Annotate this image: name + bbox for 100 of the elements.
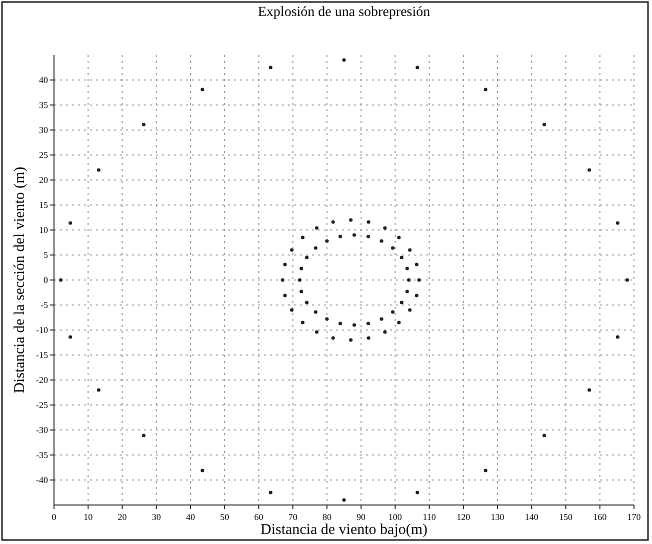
x-tick-label: 60 [254,512,264,522]
point [314,246,318,250]
point [290,248,294,252]
point [397,320,401,324]
x-axis-title: Distancia de viento bajo(m) [260,522,428,538]
point [300,320,305,324]
y-tick-label: 35 [39,100,48,110]
x-tick-label: 140 [524,512,539,522]
y-tick-label: -20 [36,375,48,385]
point [542,122,546,126]
point [366,336,370,340]
point [342,58,346,62]
y-tick-label: -40 [36,475,48,485]
point [268,66,272,70]
point [96,168,100,172]
point [390,246,395,250]
point [366,220,370,224]
x-tick-label: 0 [52,512,57,522]
y-tick-label: 20 [39,175,48,185]
point [414,262,418,266]
point [142,122,146,126]
y-tick-label: -5 [40,300,48,310]
point [314,310,318,314]
point [405,266,409,270]
y-axis-title: Distancia de la sección del viento (m) [12,166,28,394]
point [142,434,146,438]
point [290,308,294,312]
point [380,239,384,243]
x-tick-label: 170 [627,512,642,522]
point [325,317,329,321]
x-tick-label: 150 [559,512,574,522]
point [408,248,412,252]
point [390,310,395,314]
point [338,322,342,326]
point [416,66,420,70]
y-tick-label: -10 [36,325,48,335]
y-tick-label: 15 [39,200,48,210]
point [588,388,592,392]
point [414,294,418,298]
point [68,221,72,225]
point [400,300,404,304]
point [416,490,420,494]
point [616,335,620,339]
point [342,498,346,502]
y-tick-label: 0 [44,275,48,285]
point [331,220,335,224]
x-tick-label: 10 [84,512,94,522]
point [417,278,421,282]
point [407,278,411,282]
point [305,300,309,304]
x-tick-label: 20 [118,512,128,522]
x-tick-label: 50 [220,512,230,522]
point [588,168,592,172]
point [484,468,488,472]
x-tick-label: 120 [456,512,471,522]
point [325,239,329,243]
point [397,236,401,240]
y-tick-label: 5 [44,250,48,260]
point [300,290,304,294]
point [268,490,272,494]
x-tick-label: 30 [152,512,162,522]
x-tick-label: 160 [593,512,608,522]
point [625,278,629,282]
point [283,294,287,298]
point [383,226,387,230]
x-tick-label: 80 [322,512,332,522]
y-tick-label: -15 [36,350,48,360]
y-tick-label: 40 [39,75,48,85]
point [298,278,302,282]
y-tick-label: -35 [36,450,48,460]
point [59,278,63,282]
point [200,468,204,472]
point [300,236,305,240]
point [383,330,387,334]
point [283,262,287,266]
point [405,290,409,294]
point [380,317,384,321]
x-tick-label: 40 [186,512,196,522]
point [400,256,404,260]
x-tick-label: 110 [422,512,436,522]
point [542,434,546,438]
x-tick-label: 70 [288,512,298,522]
point [366,322,370,326]
point [305,256,309,260]
point [408,308,412,312]
point [616,221,620,225]
chart-title: Explosión de una sobrepresión [258,5,430,20]
point [352,323,356,327]
y-tick-label: 25 [39,150,48,160]
point [338,234,342,238]
x-tick-label: 130 [490,512,505,522]
point [352,233,356,237]
point [200,88,204,92]
point [331,336,335,340]
x-tick-label: 90 [356,512,366,522]
point [349,338,353,342]
point [314,330,319,334]
point [96,388,100,392]
y-tick-label: -25 [36,400,48,410]
point [366,234,370,238]
